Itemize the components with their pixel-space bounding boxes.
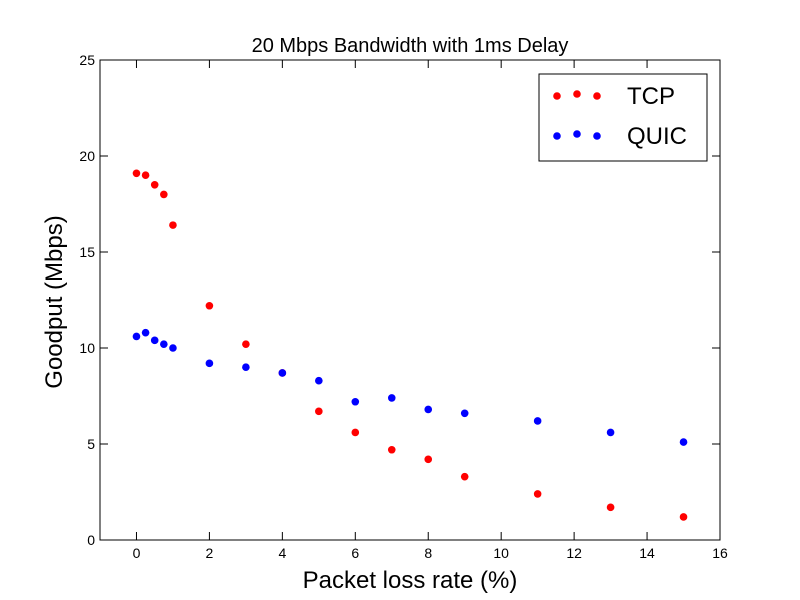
data-point-quic bbox=[205, 359, 214, 368]
data-point-quic bbox=[160, 340, 168, 348]
y-tick-label: 25 bbox=[79, 52, 95, 68]
chart-title: 20 Mbps Bandwidth with 1ms Delay bbox=[252, 35, 569, 57]
data-point-tcp bbox=[141, 171, 150, 179]
y-axis-title: Goodput (Mbps) bbox=[41, 215, 68, 388]
legend-marker-quic bbox=[553, 132, 561, 140]
data-point-tcp bbox=[205, 301, 214, 310]
data-point-tcp bbox=[606, 503, 615, 512]
y-tick-label: 0 bbox=[87, 532, 95, 548]
x-tick-label: 6 bbox=[351, 545, 359, 561]
legend-entries: TCP QUIC bbox=[553, 83, 687, 150]
x-tick-label: 4 bbox=[278, 545, 286, 561]
plot-frame bbox=[99, 59, 721, 541]
data-point-tcp bbox=[424, 455, 433, 464]
data-point-quic bbox=[679, 438, 688, 446]
y-tick-label: 20 bbox=[79, 148, 95, 164]
data-point-tcp bbox=[242, 340, 250, 348]
y-tick-label: 10 bbox=[79, 340, 95, 356]
data-point-quic bbox=[278, 369, 287, 377]
x-tick-label: 10 bbox=[493, 545, 509, 561]
data-point-quic bbox=[242, 363, 250, 372]
data-point-quic bbox=[132, 332, 141, 341]
data-point-tcp bbox=[160, 190, 168, 199]
legend-label-quic: QUIC bbox=[627, 123, 687, 150]
data-point-tcp bbox=[150, 181, 159, 189]
data-point-quic bbox=[387, 394, 396, 402]
data-point-quic bbox=[533, 417, 542, 425]
data-point-quic bbox=[169, 344, 177, 352]
data-point-quic bbox=[315, 376, 323, 385]
x-tick-label: 16 bbox=[712, 545, 728, 561]
legend-marker-tcp bbox=[573, 90, 581, 98]
data-point-quic bbox=[424, 405, 433, 414]
data-point-quic bbox=[606, 428, 615, 437]
data-point-tcp bbox=[132, 169, 141, 178]
x-axis-title: Packet loss rate (%) bbox=[303, 567, 518, 594]
data-point-tcp bbox=[460, 472, 469, 481]
data-points bbox=[132, 169, 688, 521]
legend-marker-quic bbox=[573, 130, 581, 138]
legend-label-tcp: TCP bbox=[627, 83, 675, 110]
data-point-quic bbox=[141, 328, 150, 337]
x-tick-label: 12 bbox=[566, 545, 582, 561]
data-point-tcp bbox=[387, 445, 396, 454]
x-tick-label: 8 bbox=[424, 545, 432, 561]
data-point-quic bbox=[150, 336, 159, 345]
x-tick-label: 2 bbox=[206, 545, 214, 561]
legend-marker-tcp bbox=[553, 92, 561, 100]
legend: TCP QUIC bbox=[538, 73, 708, 162]
legend-marker-quic bbox=[593, 132, 601, 140]
data-point-tcp bbox=[533, 490, 542, 498]
data-point-quic bbox=[460, 409, 469, 418]
x-tick-label: 0 bbox=[133, 545, 141, 561]
data-point-tcp bbox=[169, 221, 177, 229]
legend-box bbox=[538, 73, 708, 162]
y-tick-label: 15 bbox=[79, 244, 95, 260]
y-tick-label: 5 bbox=[87, 436, 95, 452]
legend-marker-tcp bbox=[593, 92, 601, 100]
data-point-quic bbox=[351, 397, 360, 406]
x-tick-label: 14 bbox=[639, 545, 655, 561]
data-point-tcp bbox=[315, 407, 323, 416]
data-point-tcp bbox=[351, 428, 360, 437]
data-point-tcp bbox=[679, 513, 688, 521]
